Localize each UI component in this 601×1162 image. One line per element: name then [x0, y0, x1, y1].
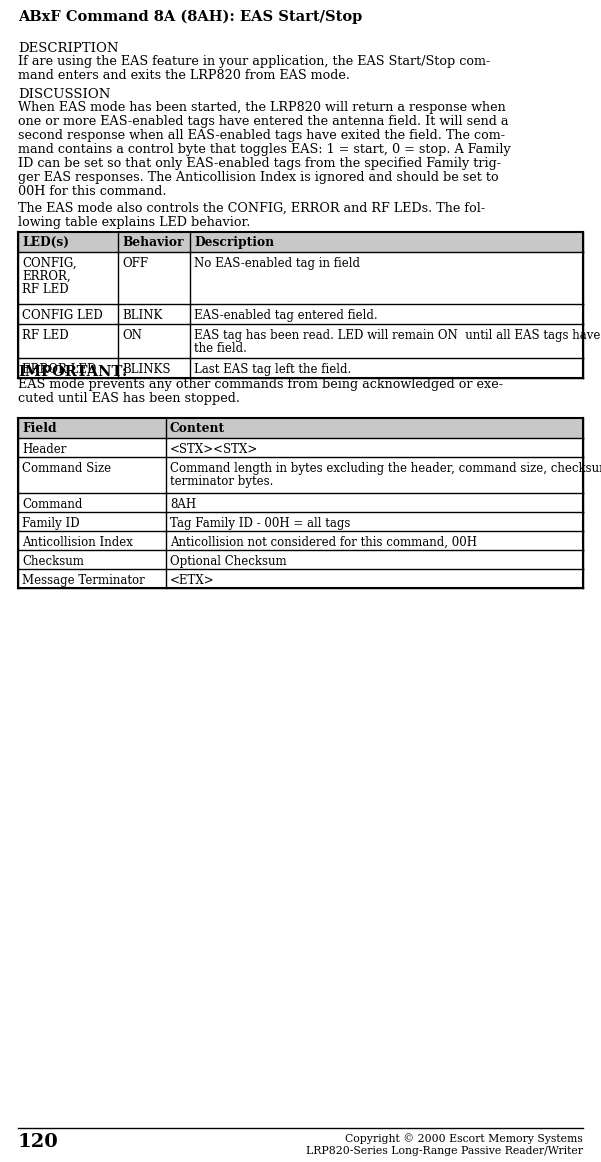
Text: EAS-enabled tag entered field.: EAS-enabled tag entered field. [194, 309, 377, 322]
Text: OFF: OFF [122, 257, 148, 270]
Text: <STX><STX>: <STX><STX> [170, 443, 258, 456]
Text: ID can be set so that only EAS-enabled tags from the specified Family trig-: ID can be set so that only EAS-enabled t… [18, 157, 501, 170]
Text: mand contains a control byte that toggles EAS: 1 = start, 0 = stop. A Family: mand contains a control byte that toggle… [18, 143, 511, 156]
Text: 00H for this command.: 00H for this command. [18, 185, 166, 198]
Text: Behavior: Behavior [122, 236, 183, 249]
Text: BLINK: BLINK [122, 309, 162, 322]
Text: second response when all EAS-enabled tags have exited the field. The com-: second response when all EAS-enabled tag… [18, 129, 505, 142]
Text: Tag Family ID - 00H = all tags: Tag Family ID - 00H = all tags [170, 517, 350, 530]
Text: Optional Checksum: Optional Checksum [170, 555, 287, 568]
Text: terminator bytes.: terminator bytes. [170, 475, 273, 488]
Text: mand enters and exits the LRP820 from EAS mode.: mand enters and exits the LRP820 from EA… [18, 69, 350, 83]
Text: RF LED: RF LED [22, 329, 69, 342]
Text: DISCUSSION: DISCUSSION [18, 88, 111, 101]
Text: If are using the EAS feature in your application, the EAS Start/Stop com-: If are using the EAS feature in your app… [18, 55, 490, 69]
Bar [18, 232, 583, 252]
Text: LRP820-Series Long-Range Passive Reader/Writer: LRP820-Series Long-Range Passive Reader/… [306, 1146, 583, 1156]
Text: EAS mode prevents any other commands from being acknowledged or exe-: EAS mode prevents any other commands fro… [18, 378, 503, 390]
Text: IMPORTANT:: IMPORTANT: [18, 365, 127, 379]
Text: Last EAS tag left the field.: Last EAS tag left the field. [194, 363, 351, 376]
Text: 120: 120 [18, 1133, 59, 1152]
Text: LED(s): LED(s) [22, 236, 69, 249]
Text: lowing table explains LED behavior.: lowing table explains LED behavior. [18, 216, 251, 229]
Text: Field: Field [22, 422, 56, 435]
Text: ERROR,: ERROR, [22, 270, 71, 284]
Text: the field.: the field. [194, 342, 247, 356]
Text: Family ID: Family ID [22, 517, 79, 530]
Text: No EAS-enabled tag in field: No EAS-enabled tag in field [194, 257, 360, 270]
Text: Message Terminator: Message Terminator [22, 574, 145, 587]
Text: Checksum: Checksum [22, 555, 84, 568]
Text: Command length in bytes excluding the header, command size, checksum and: Command length in bytes excluding the he… [170, 462, 601, 475]
Text: 8AH: 8AH [170, 498, 196, 511]
Text: CONFIG LED: CONFIG LED [22, 309, 103, 322]
Text: CONFIG,: CONFIG, [22, 257, 76, 270]
Text: The EAS mode also controls the CONFIG, ERROR and RF LEDs. The fol-: The EAS mode also controls the CONFIG, E… [18, 202, 485, 215]
Text: BLINKS: BLINKS [122, 363, 171, 376]
Text: Description: Description [194, 236, 274, 249]
Text: ON: ON [122, 329, 142, 342]
Text: Header: Header [22, 443, 66, 456]
Text: When EAS mode has been started, the LRP820 will return a response when: When EAS mode has been started, the LRP8… [18, 101, 506, 114]
Text: cuted until EAS has been stopped.: cuted until EAS has been stopped. [18, 392, 240, 406]
Text: Anticollision Index: Anticollision Index [22, 536, 133, 548]
Text: Copyright © 2000 Escort Memory Systems: Copyright © 2000 Escort Memory Systems [345, 1133, 583, 1143]
Text: Command Size: Command Size [22, 462, 111, 475]
Text: ERROR LED: ERROR LED [22, 363, 96, 376]
Bar [18, 418, 583, 438]
Text: <ETX>: <ETX> [170, 574, 215, 587]
Text: ABxF Command 8A (8AH): EAS Start/Stop: ABxF Command 8A (8AH): EAS Start/Stop [18, 10, 362, 24]
Text: RF LED: RF LED [22, 284, 69, 296]
Text: ger EAS responses. The Anticollision Index is ignored and should be set to: ger EAS responses. The Anticollision Ind… [18, 171, 499, 184]
Text: DESCRIPTION: DESCRIPTION [18, 42, 118, 55]
Text: one or more EAS-enabled tags have entered the antenna field. It will send a: one or more EAS-enabled tags have entere… [18, 115, 508, 128]
Text: Anticollision not considered for this command, 00H: Anticollision not considered for this co… [170, 536, 477, 548]
Text: EAS tag has been read. LED will remain ON  until all EAS tags have left: EAS tag has been read. LED will remain O… [194, 329, 601, 342]
Text: Content: Content [170, 422, 225, 435]
Text: Command: Command [22, 498, 82, 511]
